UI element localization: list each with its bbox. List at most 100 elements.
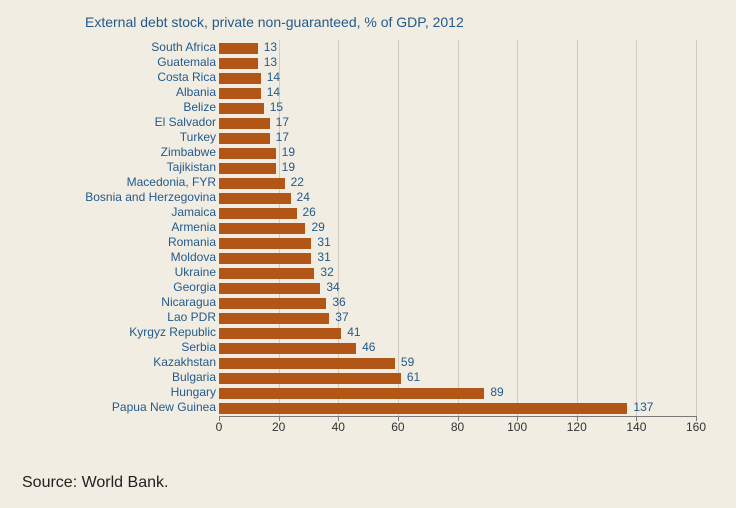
bar [219,148,276,159]
bar-row: Guatemala 13 [0,56,736,71]
bar [219,118,270,129]
category-label: Guatemala [16,55,216,69]
value-label: 24 [297,190,310,204]
bar-row: Turkey 17 [0,131,736,146]
category-label: Serbia [16,340,216,354]
bar-row: Armenia 29 [0,221,736,236]
bar-row: Jamaica26 [0,206,736,221]
value-label: 41 [347,325,360,339]
bar-row: Georgia 34 [0,281,736,296]
value-label: 89 [490,385,503,399]
bar [219,193,291,204]
bar-row: Moldova 31 [0,251,736,266]
category-label: Lao PDR [16,310,216,324]
x-tick-label: 20 [272,420,285,434]
category-label: El Salvador [16,115,216,129]
category-label: Tajikistan [16,160,216,174]
value-label: 137 [633,400,653,414]
bar-row: Hungary 89 [0,386,736,401]
category-label: Ukraine [16,265,216,279]
bar [219,133,270,144]
chart-plot: South Africa13Guatemala13Costa Rica14Alb… [0,40,736,444]
value-label: 19 [282,145,295,159]
category-label: Georgia [16,280,216,294]
bar [219,373,401,384]
value-label: 15 [270,100,283,114]
category-label: Macedonia, FYR [16,175,216,189]
bar [219,403,627,414]
source-text: Source: World Bank. [22,474,168,492]
category-label: Kazakhstan [16,355,216,369]
bar [219,253,311,264]
category-label: Belize [16,100,216,114]
bar-row: South Africa 13 [0,41,736,56]
value-label: 17 [276,115,289,129]
bar [219,58,258,69]
value-label: 22 [291,175,304,189]
value-label: 29 [311,220,324,234]
category-label: Bosnia and Herzegovina [16,190,216,204]
bar-row: Kazakhstan59 [0,356,736,371]
value-label: 36 [332,295,345,309]
category-label: South Africa [16,40,216,54]
value-label: 19 [282,160,295,174]
category-label: Kyrgyz Republic [16,325,216,339]
bar [219,268,314,279]
category-label: Romania [16,235,216,249]
x-tick-label: 140 [626,420,646,434]
x-tick-label: 120 [567,420,587,434]
value-label: 61 [407,370,420,384]
bar-row: Macedonia, FYR 22 [0,176,736,191]
value-label: 31 [317,235,330,249]
category-label: Zimbabwe [16,145,216,159]
category-label: Nicaragua [16,295,216,309]
bar-row: Zimbabwe 19 [0,146,736,161]
bar [219,178,285,189]
x-tick-label: 80 [451,420,464,434]
bar-row: Ukraine 32 [0,266,736,281]
value-label: 13 [264,55,277,69]
bar [219,43,258,54]
category-label: Papua New Guinea [16,400,216,414]
bar-row: Bosnia and Herzegovina 24 [0,191,736,206]
bar [219,208,297,219]
bar [219,223,305,234]
category-label: Hungary [16,385,216,399]
bar [219,103,264,114]
category-label: Armenia [16,220,216,234]
bar-row: Nicaragua 36 [0,296,736,311]
bar-row: Belize 15 [0,101,736,116]
category-label: Moldova [16,250,216,264]
value-label: 31 [317,250,330,264]
value-label: 13 [264,40,277,54]
bar-row: Romania 31 [0,236,736,251]
bar-row: Lao PDR 37 [0,311,736,326]
x-tick-label: 40 [332,420,345,434]
value-label: 14 [267,85,280,99]
bar [219,313,329,324]
bar-row: Tajikistan 19 [0,161,736,176]
category-label: Costa Rica [16,70,216,84]
category-label: Turkey [16,130,216,144]
value-label: 32 [320,265,333,279]
bar [219,163,276,174]
bar [219,88,261,99]
value-label: 14 [267,70,280,84]
bar-row: Albania 14 [0,86,736,101]
value-label: 37 [335,310,348,324]
bar [219,328,341,339]
bar-row: El Salvador 17 [0,116,736,131]
value-label: 46 [362,340,375,354]
value-label: 34 [326,280,339,294]
category-label: Bulgaria [16,370,216,384]
value-label: 17 [276,130,289,144]
bar [219,238,311,249]
x-tick-label: 160 [686,420,706,434]
x-tick-label: 100 [507,420,527,434]
bar [219,298,326,309]
x-tick-label: 60 [391,420,404,434]
bar-row: Kyrgyz Republic 41 [0,326,736,341]
bar [219,283,320,294]
category-label: Albania [16,85,216,99]
category-label: Jamaica [16,205,216,219]
